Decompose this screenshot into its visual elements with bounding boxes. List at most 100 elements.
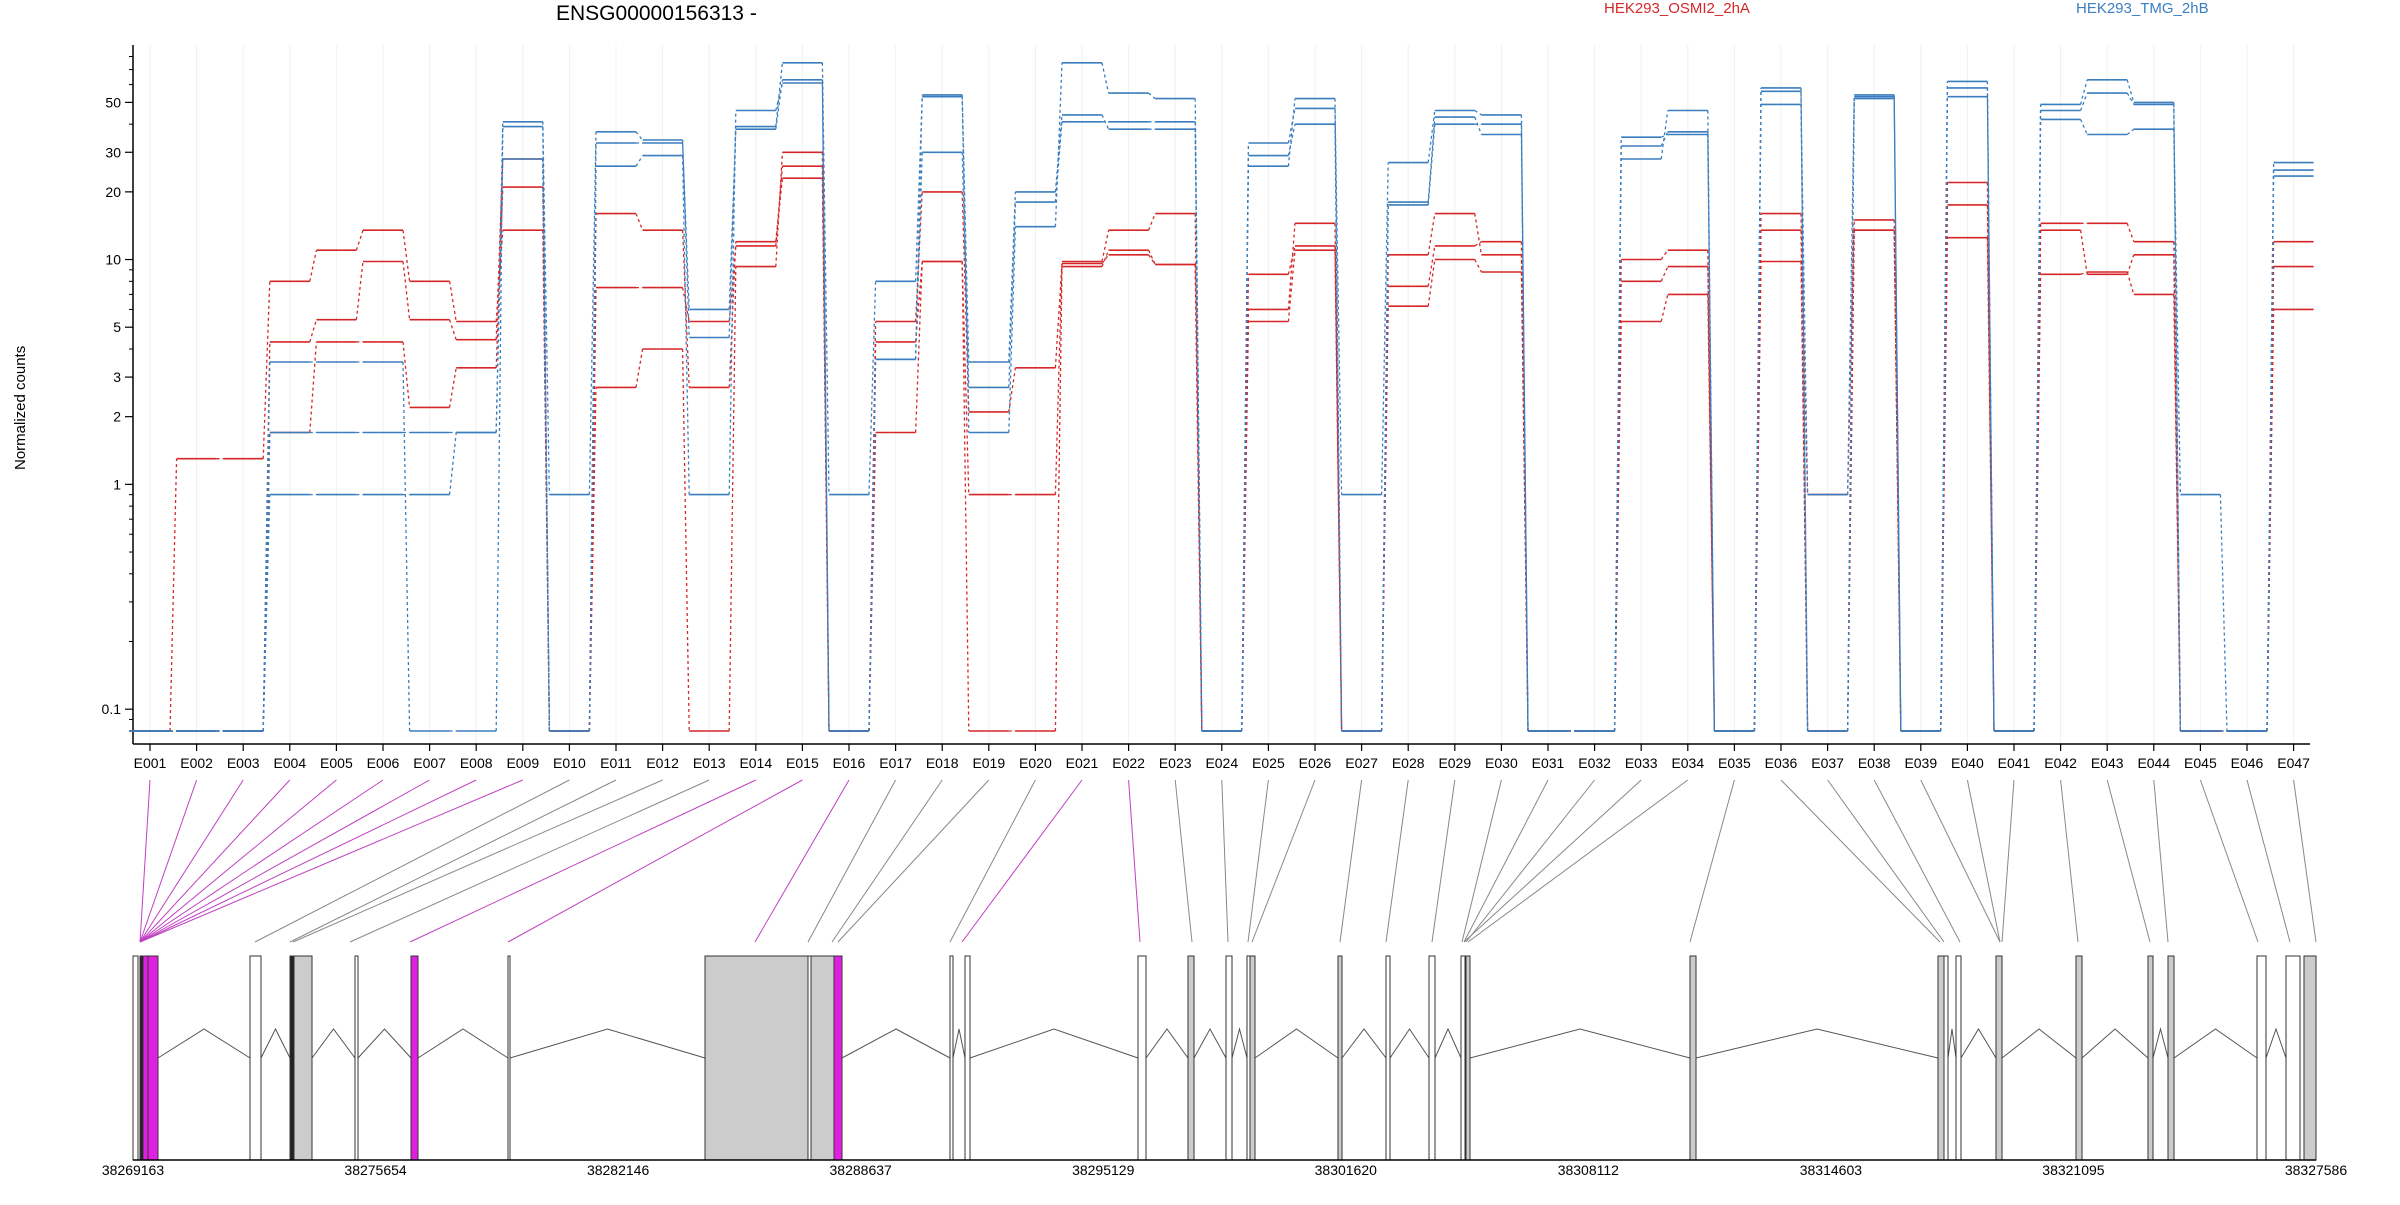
- x-tick-label-e006: E006: [367, 755, 400, 771]
- x-tick-label-e037: E037: [1811, 755, 1844, 771]
- intron-line: [2001, 1028, 2077, 1059]
- exon-box: [147, 955, 159, 1161]
- intron-line: [157, 1028, 251, 1059]
- x-tick-label-e005: E005: [320, 755, 353, 771]
- exon-connector: [1873, 779, 1961, 943]
- exon-box: [964, 955, 971, 1161]
- x-tick-label-e036: E036: [1765, 755, 1798, 771]
- exon-connector: [292, 779, 663, 943]
- series-connectors: [170, 62, 2275, 732]
- exon-connector: [1174, 779, 1193, 943]
- exon-connector: [2106, 779, 2151, 943]
- exon-connector: [1251, 779, 1316, 943]
- y-tick-label: 20: [105, 184, 121, 200]
- intron-line: [1960, 1028, 1997, 1059]
- exon-box: [1689, 955, 1697, 1161]
- exon-connector: [2060, 779, 2079, 943]
- intron-line: [969, 1028, 1139, 1059]
- exon-box: [2147, 955, 2154, 1161]
- exon-box: [289, 955, 295, 1161]
- y-tick-label: 50: [105, 94, 121, 110]
- exon-connector: [1463, 779, 1642, 943]
- exon-connector: [409, 779, 757, 943]
- exon-box: [1937, 955, 1945, 1161]
- x-tick-label-e019: E019: [972, 755, 1005, 771]
- x-tick-label-e030: E030: [1485, 755, 1518, 771]
- x-tick-label-e024: E024: [1205, 755, 1238, 771]
- x-tick-label-e020: E020: [1019, 755, 1052, 771]
- exon-box: [2285, 955, 2301, 1161]
- exon-connector: [139, 779, 337, 943]
- exon-connector: [139, 779, 384, 943]
- exon-connector: [2199, 779, 2259, 943]
- x-tick-label-e022: E022: [1112, 755, 1145, 771]
- exon-connector: [1461, 779, 1502, 943]
- exon-box: [132, 955, 139, 1161]
- genomic-tick-label: 38269163: [102, 1162, 165, 1178]
- exon-connector: [1431, 779, 1456, 943]
- intron-line: [311, 1028, 356, 1059]
- intron-line: [260, 1027, 291, 1059]
- x-tick-label-e012: E012: [646, 755, 679, 771]
- exon-box: [810, 955, 835, 1161]
- x-tick-label-e041: E041: [1998, 755, 2031, 771]
- exon-connector: [1463, 779, 1549, 943]
- intron-line: [509, 1028, 706, 1059]
- genomic-tick-label: 38288637: [830, 1162, 893, 1178]
- exon-connector: [1247, 779, 1269, 943]
- intron-line: [1193, 1027, 1227, 1059]
- x-tick-label-e021: E021: [1066, 755, 1099, 771]
- exon-box: [1955, 955, 1962, 1161]
- x-tick-label-e009: E009: [506, 755, 539, 771]
- exon-box: [2303, 955, 2317, 1161]
- exon-box: [1249, 955, 1256, 1161]
- x-tick-label-e040: E040: [1951, 755, 1984, 771]
- intron-line: [1254, 1028, 1339, 1059]
- chart-title: ENSG00000156313 -: [556, 2, 757, 25]
- exon-connector: [139, 779, 523, 943]
- y-axis-label: Normalized counts: [12, 345, 29, 470]
- exon-connector: [139, 779, 291, 943]
- exon-box: [249, 955, 262, 1161]
- intron-line: [1231, 1027, 1248, 1059]
- series-5: [130, 62, 2314, 732]
- x-tick-label-e002: E002: [180, 755, 213, 771]
- series-segments: [130, 62, 2314, 732]
- x-tick-label-e045: E045: [2184, 755, 2217, 771]
- exon-connector: [1920, 779, 2001, 943]
- intron-line: [2265, 1027, 2287, 1059]
- exon-connector: [139, 779, 244, 943]
- exon-connector: [1221, 779, 1229, 943]
- exon-connector: [139, 779, 477, 943]
- intron-line: [2081, 1028, 2149, 1059]
- intron-line: [1145, 1028, 1189, 1059]
- x-tick-label-e017: E017: [879, 755, 912, 771]
- exon-connector: [1966, 779, 2001, 943]
- genomic-tick-label: 38275654: [344, 1162, 407, 1178]
- series-connectors: [170, 152, 2275, 732]
- series-connectors: [170, 62, 2275, 732]
- intron-line: [417, 1028, 509, 1059]
- x-tick-label-e008: E008: [460, 755, 493, 771]
- exon-connector: [2001, 779, 2015, 943]
- exon-box: [1385, 955, 1391, 1161]
- y-tick-label: 2: [113, 409, 121, 425]
- x-tick-label-e016: E016: [833, 755, 866, 771]
- x-tick-label-e044: E044: [2137, 755, 2170, 771]
- y-tick-label: 0.1: [102, 701, 122, 717]
- exon-connector: [837, 779, 990, 943]
- exon-connector: [1689, 779, 1735, 943]
- intron-line: [2152, 1027, 2169, 1059]
- exon-box: [2256, 955, 2267, 1161]
- exon-box: [949, 955, 954, 1161]
- intron-line: [1389, 1028, 1430, 1059]
- exon-box: [1337, 955, 1343, 1161]
- exon-box: [1187, 955, 1195, 1161]
- exon-connector: [2153, 779, 2169, 943]
- genomic-tick-label: 38301620: [1315, 1162, 1378, 1178]
- x-tick-label-e007: E007: [413, 755, 446, 771]
- genomic-tick-label: 38321095: [2042, 1162, 2105, 1178]
- x-tick-label-e015: E015: [786, 755, 819, 771]
- x-tick-label-e026: E026: [1299, 755, 1332, 771]
